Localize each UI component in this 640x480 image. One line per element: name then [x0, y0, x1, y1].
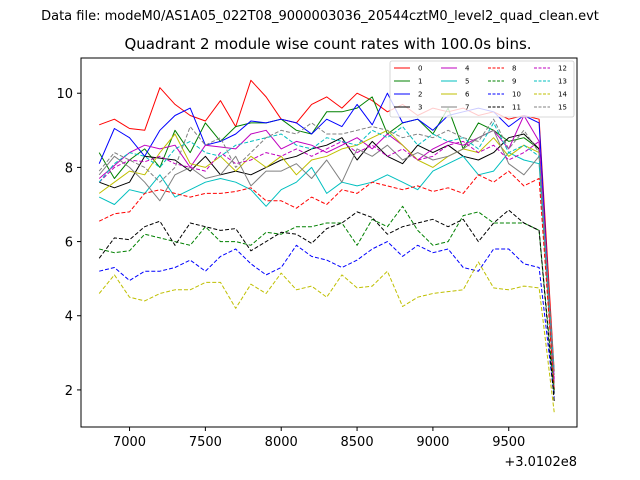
series-line-14: [98, 261, 555, 413]
series-line-13: [98, 122, 555, 372]
legend-label-3: 3: [418, 104, 422, 112]
legend-label-11: 11: [512, 104, 521, 112]
series-line-9: [99, 205, 555, 394]
series-layer: [98, 79, 555, 413]
y-tick-label: 8: [65, 161, 73, 176]
legend-label-4: 4: [465, 65, 470, 73]
y-tick-label: 6: [65, 236, 73, 251]
legend-label-5: 5: [465, 78, 469, 86]
series-line-7: [98, 129, 555, 390]
x-axis: 7000 7500 8000 8500 9000 9500: [113, 427, 525, 450]
series-line-11: [98, 209, 555, 402]
y-axis: 2 4 6 8 10: [56, 87, 81, 399]
series-line-3: [99, 133, 555, 394]
x-tick-label: 9000: [416, 435, 449, 450]
series-line-12: [98, 140, 555, 379]
legend-label-15: 15: [558, 104, 567, 112]
series-line-1: [98, 96, 555, 390]
legend-label-14: 14: [558, 91, 567, 99]
series-line-10: [99, 241, 555, 398]
x-tick-label: 9500: [492, 435, 525, 450]
series-line-15: [98, 118, 555, 376]
x-offset-label: +3.0102e8: [504, 455, 577, 470]
legend-label-13: 13: [558, 78, 567, 86]
x-tick-label: 7500: [189, 435, 222, 450]
y-tick-label: 4: [65, 310, 73, 325]
x-tick-label: 8000: [265, 435, 298, 450]
series-line-8: [98, 170, 555, 390]
legend-label-9: 9: [512, 78, 516, 86]
y-tick-label: 10: [56, 87, 73, 102]
legend-label-2: 2: [418, 91, 422, 99]
y-tick-label: 2: [65, 384, 73, 399]
legend-label-7: 7: [465, 104, 469, 112]
legend-label-10: 10: [512, 91, 521, 99]
legend-box: [389, 60, 575, 118]
legend-label-6: 6: [465, 91, 470, 99]
legend-label-8: 8: [512, 65, 516, 73]
legend-label-12: 12: [558, 65, 567, 73]
x-tick-label: 7000: [113, 435, 146, 450]
plot-area-frame: [80, 57, 578, 428]
legend-label-0: 0: [418, 65, 422, 73]
legend-label-1: 1: [418, 78, 422, 86]
chart-title: Quadrant 2 module wise count rates with …: [124, 35, 531, 53]
x-tick-label: 8500: [341, 435, 374, 450]
chart-suptitle: Data file: modeM0/AS1A05_022T08_90000030…: [41, 9, 599, 24]
